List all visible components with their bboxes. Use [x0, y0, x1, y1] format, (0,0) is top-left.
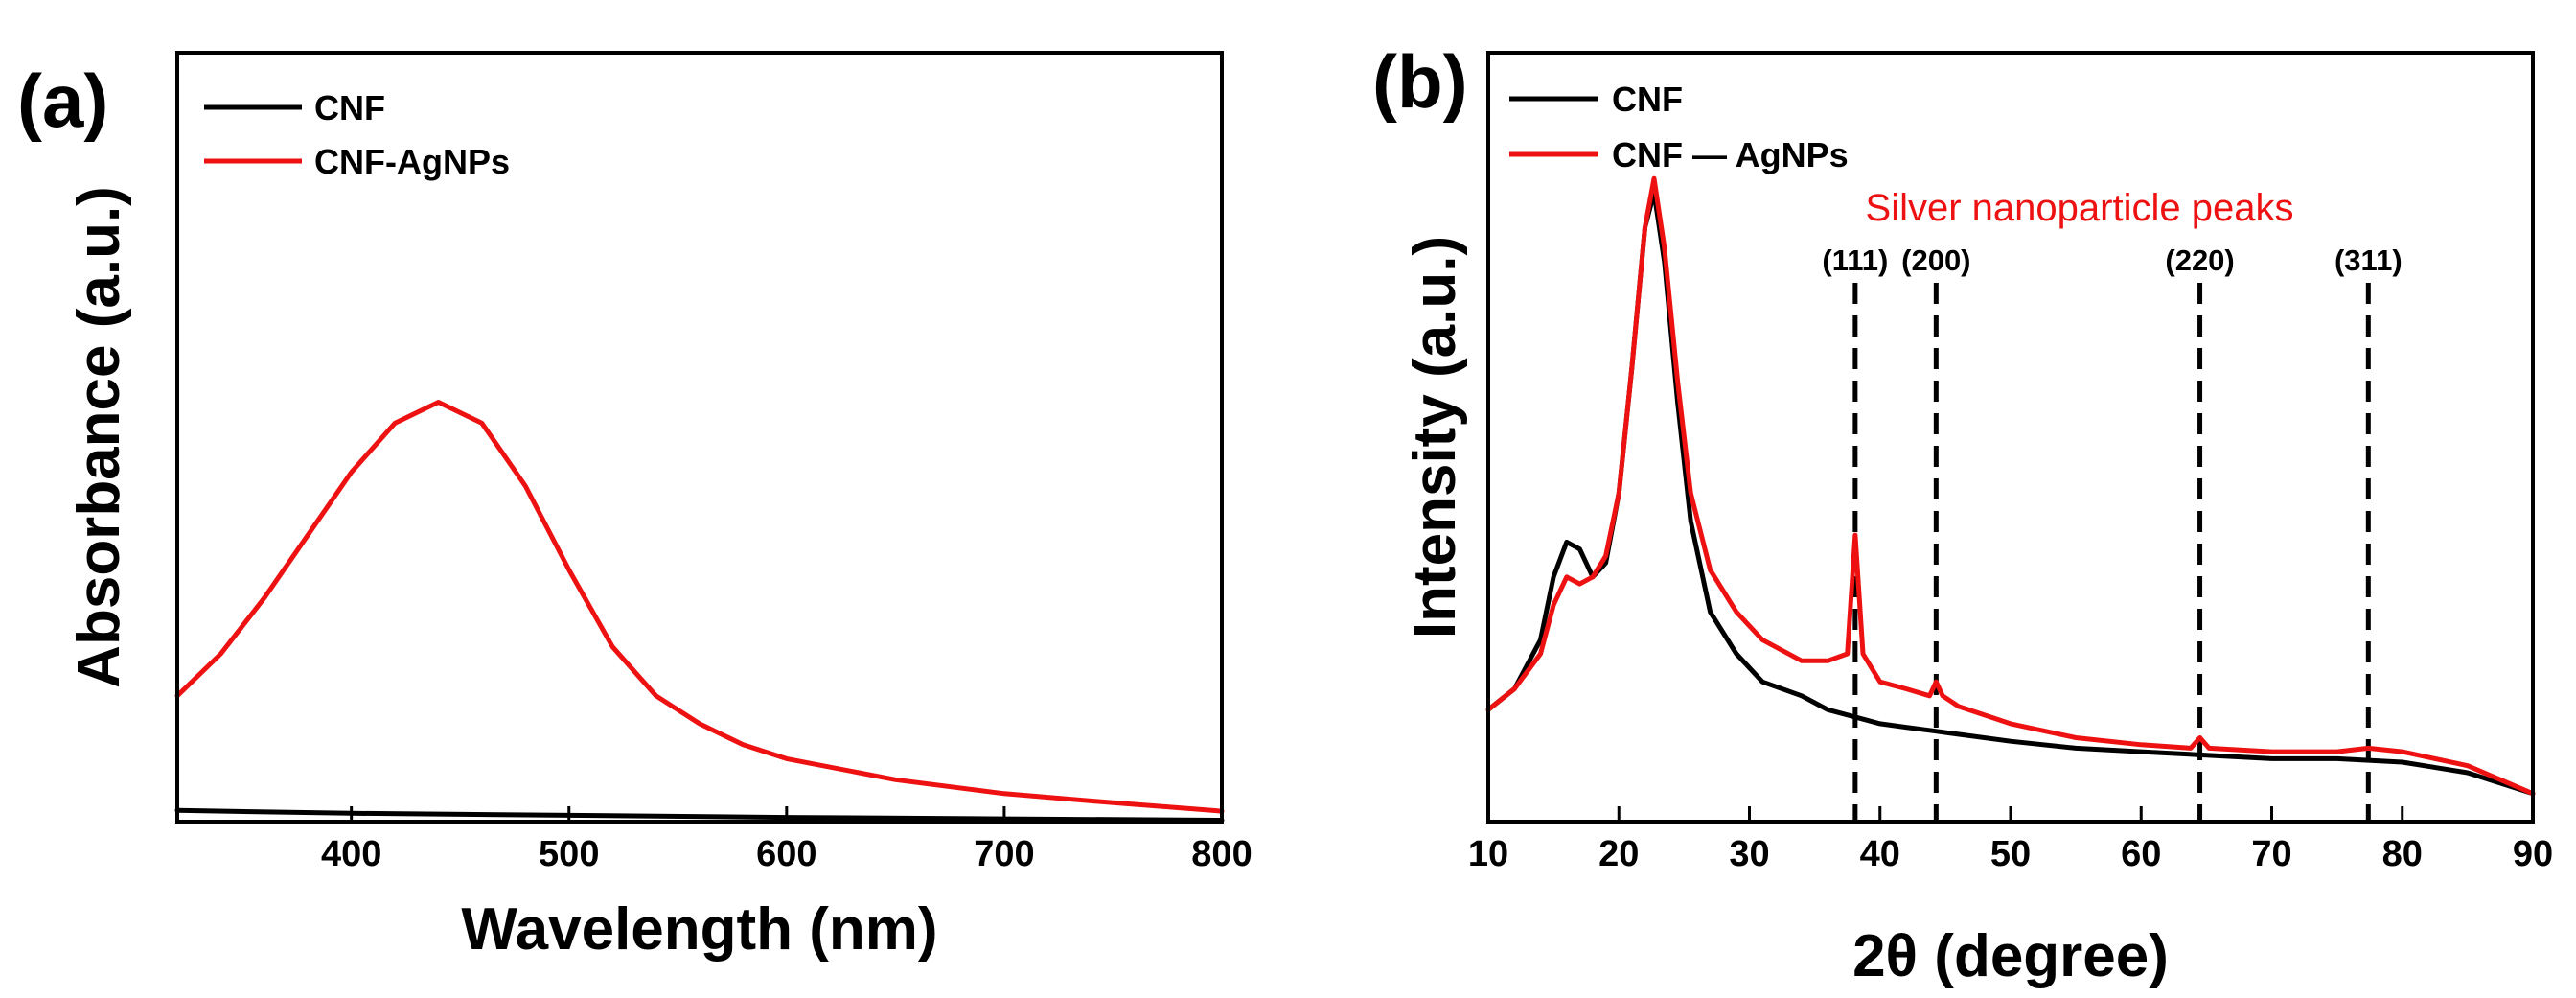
panel-b-x-tick-label-60: 60 — [2121, 834, 2161, 874]
panel-b-x-tick-label-80: 80 — [2382, 834, 2423, 874]
panel-b-x-tick-label-30: 30 — [1729, 834, 1769, 874]
panel-b-x-tick-label-90: 90 — [2513, 834, 2553, 874]
panel-b-x-tick-label-40: 40 — [1860, 834, 1900, 874]
panel-a-legend: CNF CNF-AgNPs — [204, 88, 510, 181]
panel-a-plot-area: 400 500 600 700 800 — [174, 51, 1253, 874]
panel-a-x-tick-label-500: 500 — [539, 834, 599, 874]
peak-label-111: (111) — [1822, 244, 1888, 277]
panel-b-x-tick-label-20: 20 — [1598, 834, 1639, 874]
panel-a-uvvis-chart: (a) 400 500 600 700 800 CNF CNF-AgNPs Wavele… — [17, 51, 1253, 963]
panel-a-x-axis-title: Wavelength (nm) — [461, 896, 937, 963]
peak-label-200: (200) — [1901, 244, 1970, 277]
panel-b-x-tick-label-70: 70 — [2251, 834, 2291, 874]
panel-b-series-cnf-agnps — [1485, 175, 2536, 797]
panel-a-y-axis-title: Absorbance (a.u.) — [66, 186, 132, 688]
panel-b-y-axis-title: Intensity (a.u.) — [1402, 236, 1468, 638]
panel-b-xrd-chart: (b) (111) (200) (220) (311) 10 20 30 40 50 60 70 8… — [1372, 39, 2553, 989]
panel-b-plot-area: (111) (200) (220) (311) 10 20 30 40 50 60 70 80 90 — [1468, 51, 2553, 874]
legend-label-cnf: CNF — [1612, 80, 1683, 119]
panel-b-x-tick-label-10: 10 — [1468, 834, 1508, 874]
panel-b-x-tick-label-50: 50 — [1990, 834, 2031, 874]
legend-label-cnf-agnps: CNF-AgNPs — [314, 142, 510, 181]
panel-a-x-tick-label-800: 800 — [1191, 834, 1252, 874]
panel-a-frame — [175, 51, 1224, 824]
panel-b-label: (b) — [1372, 39, 1468, 124]
panel-a-series-cnf-agnps — [174, 400, 1225, 814]
panel-b-legend: CNF CNF — AgNPs — [1509, 80, 1849, 174]
silver-peaks-annotation: Silver nanoparticle peaks — [1866, 187, 2294, 229]
legend-label-cnf: CNF — [314, 88, 385, 128]
peak-label-220: (220) — [2165, 244, 2234, 277]
panel-a-x-tick-label-600: 600 — [756, 834, 816, 874]
panel-a-x-tick-label-400: 400 — [321, 834, 381, 874]
panel-b-series-cnf — [1485, 190, 2536, 797]
panel-a-series-cnf — [174, 807, 1225, 823]
panel-a-x-tick-label-700: 700 — [974, 834, 1034, 874]
panel-b-x-ticks: 10 20 30 40 50 60 70 80 90 — [1468, 806, 2553, 874]
panel-a-label: (a) — [17, 58, 108, 143]
panel-b-series-layer — [1485, 175, 2536, 797]
panel-a-x-ticks: 400 500 600 700 800 — [321, 806, 1253, 874]
panel-a-series-layer — [174, 400, 1225, 823]
legend-label-cnf-agnps: CNF — AgNPs — [1612, 135, 1849, 174]
panel-b-x-axis-title: 2θ (degree) — [1852, 923, 2169, 989]
panel-b-peak-markers: (111) (200) (220) (311) — [1822, 244, 2403, 822]
peak-label-311: (311) — [2334, 244, 2403, 277]
